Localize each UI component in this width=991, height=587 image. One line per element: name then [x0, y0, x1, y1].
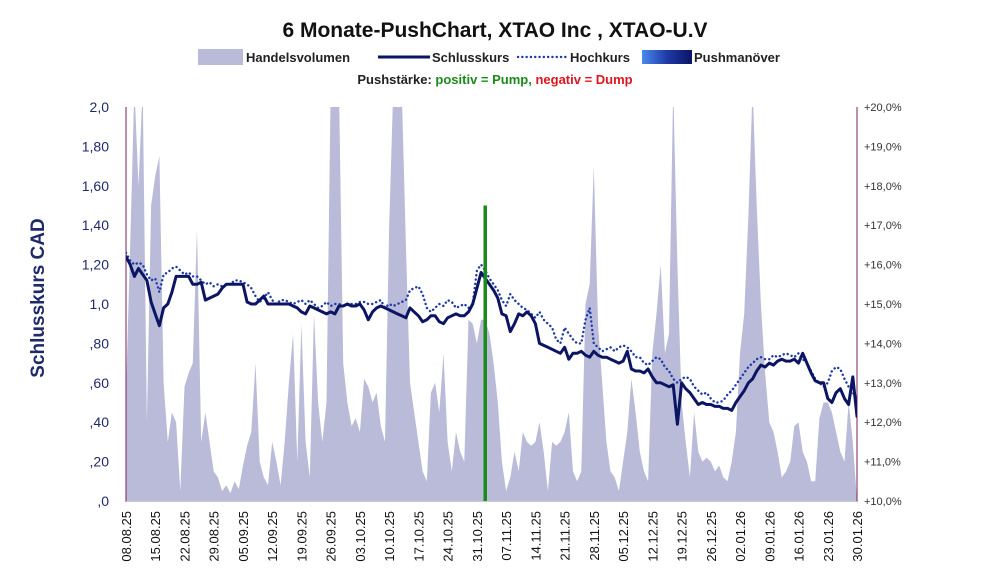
y-tick-label: 1,20 — [82, 257, 109, 273]
y-axis-ticks: ,0 ,20 ,40 ,60 ,80 1,0 1,20 1,40 1,60 1,80 2,0 — [82, 99, 109, 509]
legend-label: Schlusskurs — [432, 50, 509, 65]
push-strength-legend: Pushstärke: positiv = Pump, negativ = Du… — [357, 72, 632, 87]
chart-title: 6 Monate-PushChart, XTAO Inc , XTAO-U.V — [282, 19, 707, 42]
push-positive: positiv = Pump, — [435, 72, 535, 87]
x-tick-label: 16.01.26 — [792, 511, 807, 562]
x-tick-label: 28.11.25 — [587, 511, 602, 561]
legend-label: Pushmanöver — [694, 50, 780, 65]
x-tick-label: 19.12.25 — [675, 511, 690, 562]
x-tick-label: 05.09.25 — [236, 511, 251, 562]
x-tick-label: 12.09.25 — [265, 511, 280, 562]
x-tick-label: 26.12.25 — [704, 511, 719, 562]
y-tick-label: 1,40 — [82, 217, 109, 233]
push-negative: negativ = Dump — [535, 72, 632, 87]
legend-swatch — [198, 49, 243, 65]
y2-tick-label: +10,0% — [864, 496, 902, 508]
schlusskurs-line — [126, 255, 857, 426]
x-tick-label: 14.11.25 — [528, 511, 543, 561]
x-tick-label: 19.09.25 — [294, 511, 309, 562]
y-tick-label: 1,0 — [90, 296, 110, 312]
legend-item-pushmanöver: Pushmanöver — [642, 50, 780, 65]
legend: Handelsvolumen Schlusskurs Hochkurs Pushman… — [198, 49, 780, 65]
legend-item-schlusskurs: Schlusskurs — [378, 50, 509, 65]
legend-label: Handelsvolumen — [246, 50, 350, 65]
y-tick-label: ,40 — [90, 414, 110, 430]
x-tick-label: 07.11.25 — [499, 511, 514, 561]
volume-area-layer — [126, 107, 857, 501]
y2-tick-label: +18,0% — [864, 181, 902, 193]
legend-label: Hochkurs — [570, 50, 630, 65]
y-tick-label: ,60 — [90, 375, 110, 391]
axes — [125, 107, 858, 502]
y-tick-label: ,80 — [90, 335, 110, 351]
x-tick-label: 22.08.25 — [178, 511, 193, 562]
x-tick-label: 23.01.26 — [821, 511, 836, 562]
x-tick-label: 03.10.25 — [353, 511, 368, 562]
y-tick-label: 1,60 — [82, 178, 109, 194]
price-lines-layer — [126, 251, 857, 426]
x-tick-label: 24.10.25 — [441, 511, 456, 562]
push-strength-text: Pushstärke: positiv = Pump, negativ = Du… — [357, 72, 632, 87]
y-tick-label: ,20 — [90, 454, 110, 470]
y2-tick-label: +11,0% — [864, 457, 901, 469]
y2-tick-label: +17,0% — [864, 220, 902, 232]
y-axis-label: Schlusskurs CAD — [28, 218, 49, 377]
legend-swatch — [642, 50, 692, 64]
x-tick-label: 10.10.25 — [382, 511, 397, 562]
x-tick-label: 26.09.25 — [324, 511, 339, 562]
hochkurs-line — [126, 251, 857, 404]
y2-tick-label: +12,0% — [864, 417, 902, 429]
y2-tick-label: +19,0% — [864, 141, 902, 153]
x-axis-ticks: 08.08.25 15.08.25 22.08.25 29.08.25 05.09.25… — [119, 511, 865, 562]
y-tick-label: 1,80 — [82, 138, 109, 154]
y2-tick-label: +13,0% — [864, 378, 902, 390]
legend-item-hochkurs: Hochkurs — [516, 50, 630, 65]
legend-item-handelsvolumen: Handelsvolumen — [198, 49, 350, 65]
x-tick-label: 31.10.25 — [470, 511, 485, 562]
volume-area — [126, 107, 857, 501]
y-tick-label: ,0 — [97, 493, 109, 509]
y2-tick-label: +20,0% — [864, 102, 902, 114]
y2-tick-label: +14,0% — [864, 338, 902, 350]
push-prefix: Pushstärke: — [357, 72, 435, 87]
x-tick-label: 21.11.25 — [558, 511, 573, 561]
y2-tick-label: +16,0% — [864, 260, 902, 272]
y-tick-label: 2,0 — [90, 99, 110, 115]
x-tick-label: 02.01.26 — [733, 511, 748, 562]
x-tick-label: 15.08.25 — [148, 511, 163, 562]
x-tick-label: 08.08.25 — [119, 511, 134, 562]
x-tick-label: 05.12.25 — [616, 511, 631, 562]
x-tick-label: 17.10.25 — [411, 511, 426, 562]
x-tick-label: 30.01.26 — [850, 511, 865, 562]
x-tick-label: 12.12.25 — [645, 511, 660, 562]
y2-axis-ticks: +10,0% +11,0% +12,0% +13,0% +14,0% +15,0% +16,… — [864, 102, 902, 508]
x-tick-label: 29.08.25 — [207, 511, 222, 562]
y2-tick-label: +15,0% — [864, 299, 902, 311]
x-tick-label: 09.01.26 — [762, 511, 777, 562]
